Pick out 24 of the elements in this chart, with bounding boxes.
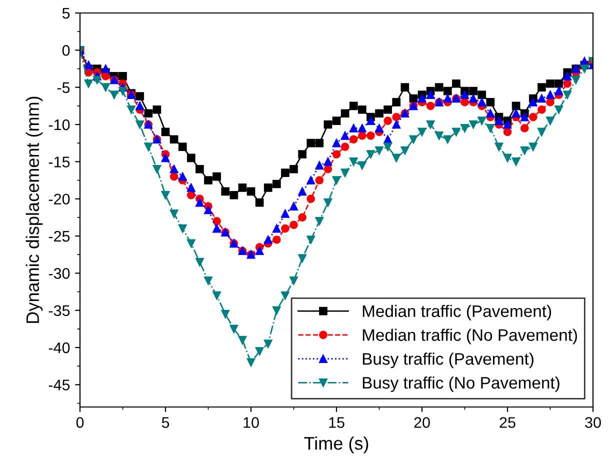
legend-label: Busy traffic (Pavement) — [362, 352, 534, 368]
legend-label: Median traffic (Pavement) — [362, 304, 552, 320]
y-tick-label: -5 — [57, 82, 70, 94]
y-tick-label: -20 — [48, 194, 70, 205]
x-tick-label: 20 — [414, 417, 430, 428]
y-tick-label: -35 — [48, 305, 70, 316]
x-axis-title: Time (s) — [304, 436, 368, 454]
y-tick-label: -30 — [48, 268, 70, 279]
y-tick-label: -45 — [48, 380, 70, 390]
legend-label: Busy traffic (No Pavement) — [362, 376, 560, 392]
y-tick-label: 5 — [62, 8, 70, 19]
x-tick-label: 30 — [585, 417, 601, 428]
y-tick-label: -15 — [48, 156, 70, 168]
x-tick-label: 5 — [162, 417, 170, 428]
y-tick-label: -40 — [48, 342, 70, 354]
y-tick-label: -10 — [48, 119, 70, 130]
y-tick-label: 0 — [62, 45, 70, 56]
x-tick-label: 0 — [76, 417, 84, 428]
x-tick-label: 15 — [329, 417, 344, 428]
legend-label: Median traffic (No Pavement) — [362, 328, 577, 344]
x-tick-label: 10 — [244, 417, 259, 428]
y-axis-title: Dynamic displacement (mm) — [26, 96, 43, 323]
x-tick-label: 25 — [500, 417, 516, 428]
y-tick-label: -25 — [48, 230, 70, 242]
